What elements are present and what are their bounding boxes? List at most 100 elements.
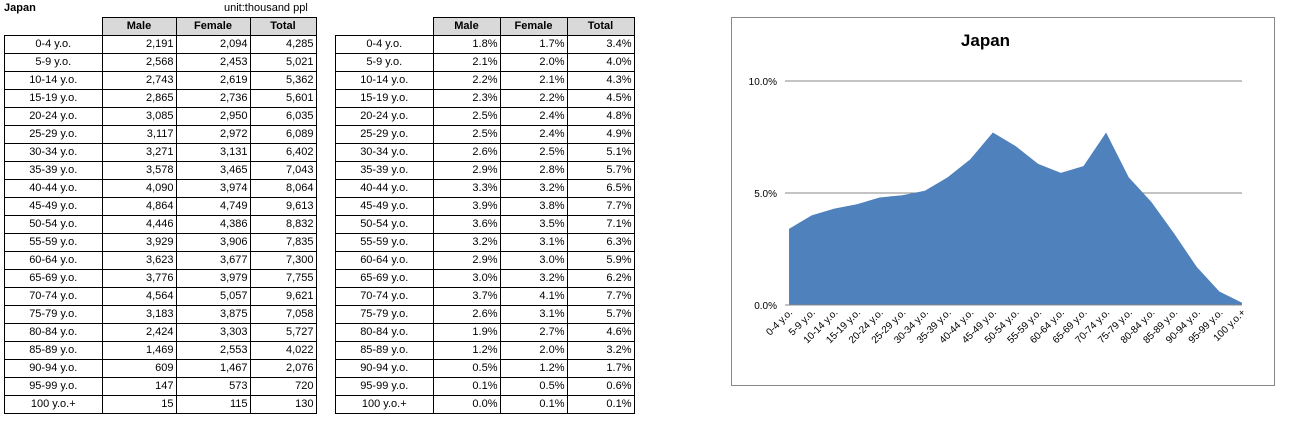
male-pct-cell[interactable]: 3.0% xyxy=(432,269,501,288)
age-group-cell[interactable]: 50-54 y.o. xyxy=(335,215,434,234)
age-group-cell[interactable]: 100 y.o.+ xyxy=(4,395,103,414)
total-pct-cell[interactable]: 3.2% xyxy=(566,341,635,360)
total-cell[interactable]: 9,613 xyxy=(249,197,317,216)
total-pct-cell[interactable]: 3.4% xyxy=(566,35,635,54)
male-cell[interactable]: 2,743 xyxy=(101,71,177,90)
male-pct-cell[interactable]: 2.1% xyxy=(432,53,501,72)
female-pct-cell[interactable]: 0.5% xyxy=(499,377,568,396)
age-group-cell[interactable]: 65-69 y.o. xyxy=(335,269,434,288)
total-cell[interactable]: 2,076 xyxy=(249,359,317,378)
male-cell[interactable]: 4,864 xyxy=(101,197,177,216)
male-pct-cell[interactable]: 3.2% xyxy=(432,233,501,252)
female-pct-cell[interactable]: 3.5% xyxy=(499,215,568,234)
male-pct-cell[interactable]: 2.5% xyxy=(432,125,501,144)
female-cell[interactable]: 3,465 xyxy=(175,161,251,180)
total-pct-cell[interactable]: 6.3% xyxy=(566,233,635,252)
female-pct-cell[interactable]: 2.8% xyxy=(499,161,568,180)
male-pct-cell[interactable]: 3.7% xyxy=(432,287,501,306)
total-cell[interactable]: 7,043 xyxy=(249,161,317,180)
male-pct-cell[interactable]: 2.2% xyxy=(432,71,501,90)
age-group-cell[interactable]: 60-64 y.o. xyxy=(335,251,434,270)
age-group-cell[interactable]: 30-34 y.o. xyxy=(4,143,103,162)
female-cell[interactable]: 2,950 xyxy=(175,107,251,126)
female-cell[interactable]: 2,619 xyxy=(175,71,251,90)
age-group-cell[interactable]: 25-29 y.o. xyxy=(335,125,434,144)
female-pct-cell[interactable]: 2.7% xyxy=(499,323,568,342)
female-cell[interactable]: 2,453 xyxy=(175,53,251,72)
male-pct-cell[interactable]: 0.5% xyxy=(432,359,501,378)
age-group-cell[interactable]: 60-64 y.o. xyxy=(4,251,103,270)
male-pct-cell[interactable]: 3.9% xyxy=(432,197,501,216)
total-cell[interactable]: 720 xyxy=(249,377,317,396)
female-pct-cell[interactable]: 2.4% xyxy=(499,125,568,144)
female-cell[interactable]: 4,749 xyxy=(175,197,251,216)
total-cell[interactable]: 6,402 xyxy=(249,143,317,162)
age-group-cell[interactable]: 65-69 y.o. xyxy=(4,269,103,288)
age-group-cell[interactable]: 75-79 y.o. xyxy=(4,305,103,324)
female-cell[interactable]: 2,736 xyxy=(175,89,251,108)
female-pct-cell[interactable]: 2.2% xyxy=(499,89,568,108)
age-group-cell[interactable]: 10-14 y.o. xyxy=(335,71,434,90)
age-group-cell[interactable]: 95-99 y.o. xyxy=(4,377,103,396)
female-cell[interactable]: 1,467 xyxy=(175,359,251,378)
age-group-cell[interactable]: 15-19 y.o. xyxy=(335,89,434,108)
total-cell[interactable]: 6,089 xyxy=(249,125,317,144)
female-pct-cell[interactable]: 1.2% xyxy=(499,359,568,378)
male-cell[interactable]: 4,446 xyxy=(101,215,177,234)
age-group-cell[interactable]: 15-19 y.o. xyxy=(4,89,103,108)
male-pct-cell[interactable]: 2.6% xyxy=(432,143,501,162)
age-group-cell[interactable]: 95-99 y.o. xyxy=(335,377,434,396)
age-group-cell[interactable]: 0-4 y.o. xyxy=(4,35,103,54)
age-group-cell[interactable]: 85-89 y.o. xyxy=(4,341,103,360)
total-pct-cell[interactable]: 5.7% xyxy=(566,305,635,324)
total-pct-cell[interactable]: 1.7% xyxy=(566,359,635,378)
female-pct-cell[interactable]: 2.5% xyxy=(499,143,568,162)
male-cell[interactable]: 609 xyxy=(101,359,177,378)
male-cell[interactable]: 3,117 xyxy=(101,125,177,144)
male-pct-cell[interactable]: 2.3% xyxy=(432,89,501,108)
age-group-cell[interactable]: 80-84 y.o. xyxy=(335,323,434,342)
male-cell[interactable]: 3,085 xyxy=(101,107,177,126)
female-pct-cell[interactable]: 4.1% xyxy=(499,287,568,306)
male-cell[interactable]: 3,929 xyxy=(101,233,177,252)
age-group-cell[interactable]: 40-44 y.o. xyxy=(335,179,434,198)
female-cell[interactable]: 2,972 xyxy=(175,125,251,144)
age-group-cell[interactable]: 45-49 y.o. xyxy=(4,197,103,216)
age-group-cell[interactable]: 5-9 y.o. xyxy=(335,53,434,72)
total-pct-cell[interactable]: 4.5% xyxy=(566,89,635,108)
female-pct-cell[interactable]: 3.2% xyxy=(499,269,568,288)
female-cell[interactable]: 4,386 xyxy=(175,215,251,234)
total-cell[interactable]: 4,022 xyxy=(249,341,317,360)
total-cell[interactable]: 8,064 xyxy=(249,179,317,198)
male-cell[interactable]: 3,183 xyxy=(101,305,177,324)
total-cell[interactable]: 5,727 xyxy=(249,323,317,342)
female-pct-cell[interactable]: 2.4% xyxy=(499,107,568,126)
total-pct-cell[interactable]: 6.5% xyxy=(566,179,635,198)
total-cell[interactable]: 7,835 xyxy=(249,233,317,252)
total-pct-cell[interactable]: 5.1% xyxy=(566,143,635,162)
male-pct-cell[interactable]: 0.1% xyxy=(432,377,501,396)
male-cell[interactable]: 4,564 xyxy=(101,287,177,306)
age-group-cell[interactable]: 100 y.o.+ xyxy=(335,395,434,414)
female-pct-cell[interactable]: 1.7% xyxy=(499,35,568,54)
age-group-cell[interactable]: 70-74 y.o. xyxy=(4,287,103,306)
female-cell[interactable]: 3,906 xyxy=(175,233,251,252)
male-pct-cell[interactable]: 0.0% xyxy=(432,395,501,414)
total-cell[interactable]: 5,601 xyxy=(249,89,317,108)
female-cell[interactable]: 3,974 xyxy=(175,179,251,198)
age-group-cell[interactable]: 20-24 y.o. xyxy=(335,107,434,126)
female-pct-cell[interactable]: 3.2% xyxy=(499,179,568,198)
male-pct-cell[interactable]: 1.8% xyxy=(432,35,501,54)
female-cell[interactable]: 573 xyxy=(175,377,251,396)
female-pct-cell[interactable]: 3.1% xyxy=(499,233,568,252)
total-cell[interactable]: 4,285 xyxy=(249,35,317,54)
age-group-cell[interactable]: 50-54 y.o. xyxy=(4,215,103,234)
female-pct-cell[interactable]: 3.8% xyxy=(499,197,568,216)
female-cell[interactable]: 5,057 xyxy=(175,287,251,306)
age-group-cell[interactable]: 45-49 y.o. xyxy=(335,197,434,216)
total-pct-cell[interactable]: 7.1% xyxy=(566,215,635,234)
total-cell[interactable]: 7,755 xyxy=(249,269,317,288)
age-group-cell[interactable]: 10-14 y.o. xyxy=(4,71,103,90)
total-pct-cell[interactable]: 7.7% xyxy=(566,197,635,216)
male-pct-cell[interactable]: 2.9% xyxy=(432,251,501,270)
